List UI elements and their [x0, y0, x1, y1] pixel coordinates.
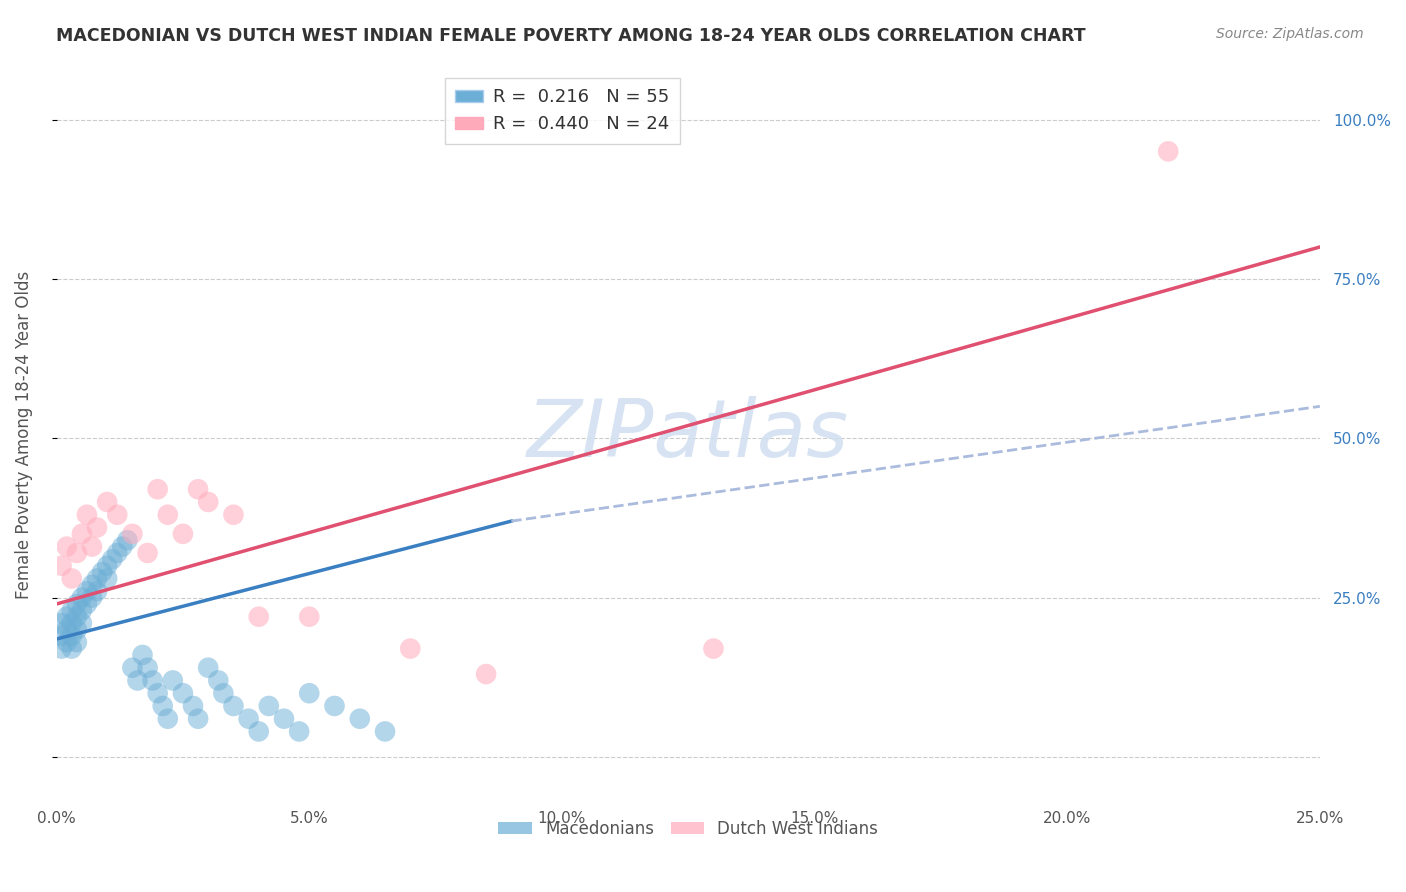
Point — [101, 552, 124, 566]
Point — [66, 597, 89, 611]
Point — [96, 495, 118, 509]
Point — [60, 616, 83, 631]
Point — [70, 603, 93, 617]
Point — [60, 603, 83, 617]
Point — [273, 712, 295, 726]
Point — [51, 616, 73, 631]
Point — [172, 526, 194, 541]
Point — [60, 641, 83, 656]
Point — [60, 629, 83, 643]
Point — [247, 609, 270, 624]
Point — [86, 520, 108, 534]
Point — [374, 724, 396, 739]
Point — [197, 495, 219, 509]
Point — [51, 629, 73, 643]
Point — [105, 508, 128, 522]
Point — [80, 578, 103, 592]
Legend: Macedonians, Dutch West Indians: Macedonians, Dutch West Indians — [492, 814, 884, 845]
Text: Source: ZipAtlas.com: Source: ZipAtlas.com — [1216, 27, 1364, 41]
Text: ZIPatlas: ZIPatlas — [527, 396, 849, 474]
Point — [181, 698, 204, 713]
Point — [66, 546, 89, 560]
Point — [288, 724, 311, 739]
Point — [121, 661, 143, 675]
Point — [187, 482, 209, 496]
Point — [70, 591, 93, 605]
Point — [187, 712, 209, 726]
Point — [156, 508, 179, 522]
Point — [51, 558, 73, 573]
Point — [55, 623, 77, 637]
Point — [127, 673, 149, 688]
Text: MACEDONIAN VS DUTCH WEST INDIAN FEMALE POVERTY AMONG 18-24 YEAR OLDS CORRELATION: MACEDONIAN VS DUTCH WEST INDIAN FEMALE P… — [56, 27, 1085, 45]
Point — [247, 724, 270, 739]
Point — [117, 533, 139, 548]
Point — [131, 648, 153, 662]
Point — [475, 667, 498, 681]
Point — [76, 597, 98, 611]
Point — [222, 508, 245, 522]
Point — [70, 616, 93, 631]
Point — [197, 661, 219, 675]
Point — [146, 686, 169, 700]
Point — [1157, 145, 1180, 159]
Point — [80, 591, 103, 605]
Point — [86, 584, 108, 599]
Point — [222, 698, 245, 713]
Point — [111, 540, 134, 554]
Point — [207, 673, 229, 688]
Point — [298, 609, 321, 624]
Point — [212, 686, 235, 700]
Point — [76, 584, 98, 599]
Point — [76, 508, 98, 522]
Point — [66, 609, 89, 624]
Point — [55, 609, 77, 624]
Point — [142, 673, 165, 688]
Point — [156, 712, 179, 726]
Point — [91, 565, 114, 579]
Point — [51, 641, 73, 656]
Point — [702, 641, 724, 656]
Point — [136, 661, 159, 675]
Point — [162, 673, 184, 688]
Point — [86, 572, 108, 586]
Point — [55, 540, 77, 554]
Point — [66, 635, 89, 649]
Y-axis label: Female Poverty Among 18-24 Year Olds: Female Poverty Among 18-24 Year Olds — [15, 271, 32, 599]
Point — [323, 698, 346, 713]
Point — [136, 546, 159, 560]
Point — [60, 572, 83, 586]
Point — [55, 635, 77, 649]
Point — [70, 526, 93, 541]
Point — [80, 540, 103, 554]
Point — [66, 623, 89, 637]
Point — [257, 698, 280, 713]
Point — [152, 698, 174, 713]
Point — [238, 712, 260, 726]
Point — [172, 686, 194, 700]
Point — [146, 482, 169, 496]
Point — [96, 572, 118, 586]
Point — [349, 712, 371, 726]
Point — [105, 546, 128, 560]
Point — [96, 558, 118, 573]
Point — [298, 686, 321, 700]
Point — [399, 641, 422, 656]
Point — [121, 526, 143, 541]
